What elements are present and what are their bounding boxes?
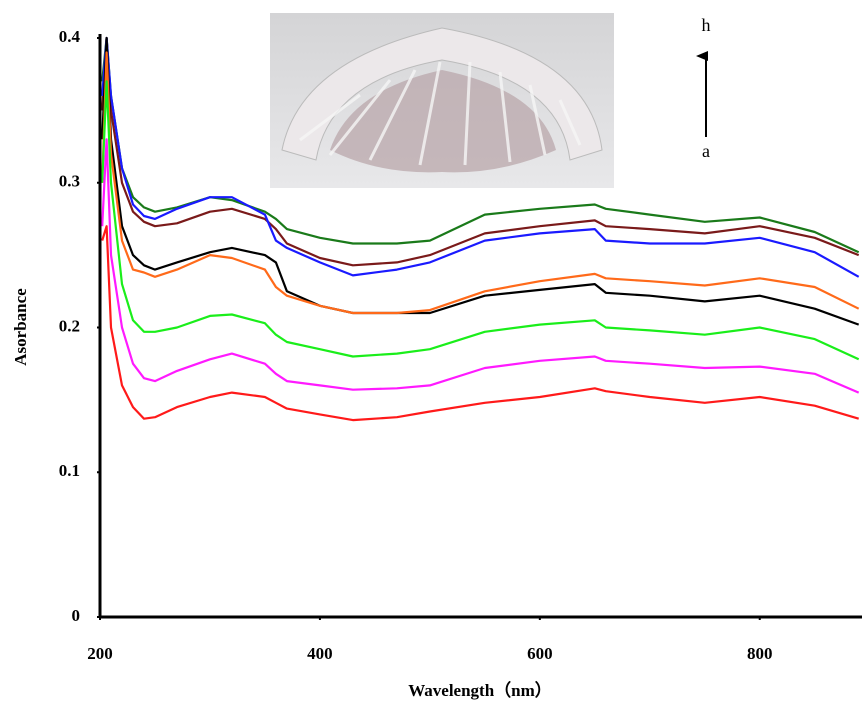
annotation: a <box>702 141 710 161</box>
y-tick-label: 0.2 <box>59 316 80 335</box>
x-tick-label: 200 <box>87 644 113 663</box>
y-tick-label: 0 <box>72 606 81 625</box>
series-line <box>101 36 860 254</box>
y-axis-label: Asorbance <box>11 288 30 366</box>
x-tick-label: 400 <box>307 644 333 663</box>
y-tick-label: 0.3 <box>59 172 80 191</box>
x-axis-label: Wavelength（nm） <box>408 680 552 700</box>
series-line <box>101 225 860 422</box>
series-line <box>101 36 860 278</box>
annotation: h <box>702 15 711 35</box>
series-line <box>101 80 860 361</box>
x-tick-label: 800 <box>747 644 773 663</box>
series-line <box>101 51 860 315</box>
series-line <box>101 36 860 326</box>
inset-photo <box>270 13 614 188</box>
series-line <box>101 138 860 394</box>
y-tick-label: 0.4 <box>59 27 81 46</box>
y-tick-label: 0.1 <box>59 461 80 480</box>
series-line <box>101 36 860 267</box>
x-tick-label: 600 <box>527 644 553 663</box>
